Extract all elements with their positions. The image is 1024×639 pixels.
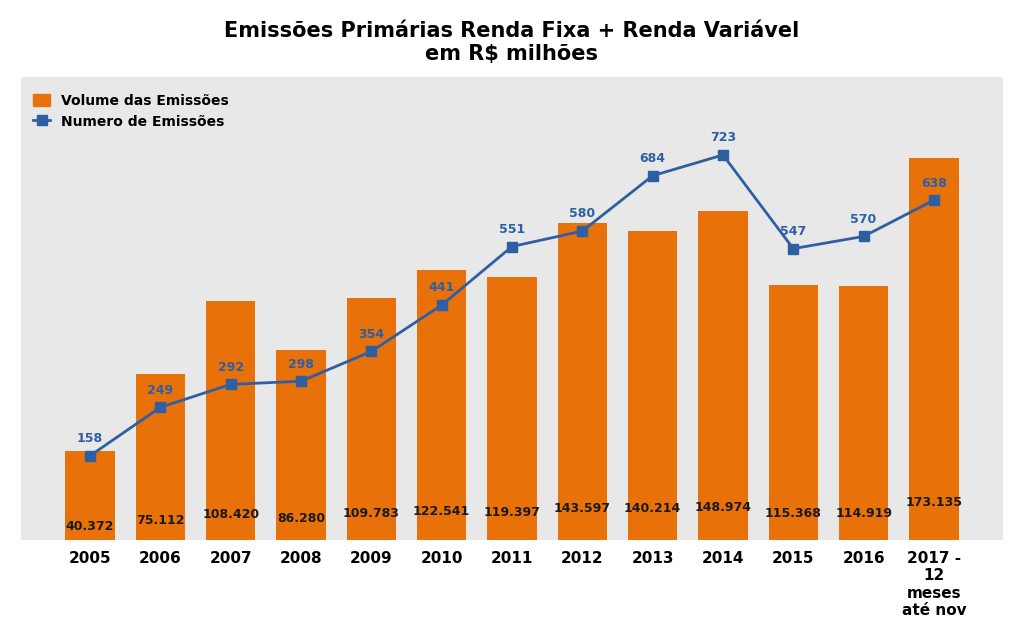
- Bar: [347, 298, 396, 540]
- Bar: [206, 301, 255, 540]
- Bar: [66, 451, 115, 540]
- Text: 638: 638: [921, 176, 947, 190]
- Text: 114.919: 114.919: [836, 507, 892, 520]
- Text: 298: 298: [288, 358, 314, 371]
- Text: 292: 292: [218, 361, 244, 374]
- Text: 547: 547: [780, 225, 806, 238]
- Text: 140.214: 140.214: [624, 502, 681, 515]
- Text: 119.397: 119.397: [483, 506, 541, 519]
- Bar: [628, 231, 677, 540]
- Bar: [136, 374, 185, 540]
- Text: 122.541: 122.541: [413, 505, 470, 518]
- Text: 580: 580: [569, 208, 595, 220]
- Legend: Volume das Emissões, Numero de Emissões: Volume das Emissões, Numero de Emissões: [28, 88, 234, 134]
- Text: 86.280: 86.280: [276, 512, 325, 525]
- Text: 684: 684: [640, 152, 666, 165]
- Text: 249: 249: [147, 383, 173, 397]
- Text: 441: 441: [429, 281, 455, 295]
- Text: 158: 158: [77, 432, 103, 445]
- Text: 75.112: 75.112: [136, 514, 184, 527]
- Bar: [839, 286, 888, 540]
- Bar: [558, 223, 607, 540]
- Text: 570: 570: [851, 213, 877, 226]
- Text: 723: 723: [710, 131, 736, 144]
- Bar: [487, 277, 537, 540]
- Bar: [769, 286, 818, 540]
- Text: 143.597: 143.597: [554, 502, 611, 514]
- Text: 40.372: 40.372: [66, 520, 115, 533]
- Text: 148.974: 148.974: [694, 500, 752, 514]
- Text: 551: 551: [499, 223, 525, 236]
- Text: 109.783: 109.783: [343, 507, 399, 521]
- Text: 354: 354: [358, 328, 384, 341]
- Text: 108.420: 108.420: [202, 508, 259, 521]
- Title: Emissões Primárias Renda Fixa + Renda Variável
em R$ milhões: Emissões Primárias Renda Fixa + Renda Va…: [224, 21, 800, 64]
- Text: 115.368: 115.368: [765, 507, 821, 520]
- Bar: [909, 158, 958, 540]
- Bar: [276, 350, 326, 540]
- Text: 173.135: 173.135: [905, 497, 963, 509]
- Bar: [417, 270, 466, 540]
- Bar: [698, 212, 748, 540]
